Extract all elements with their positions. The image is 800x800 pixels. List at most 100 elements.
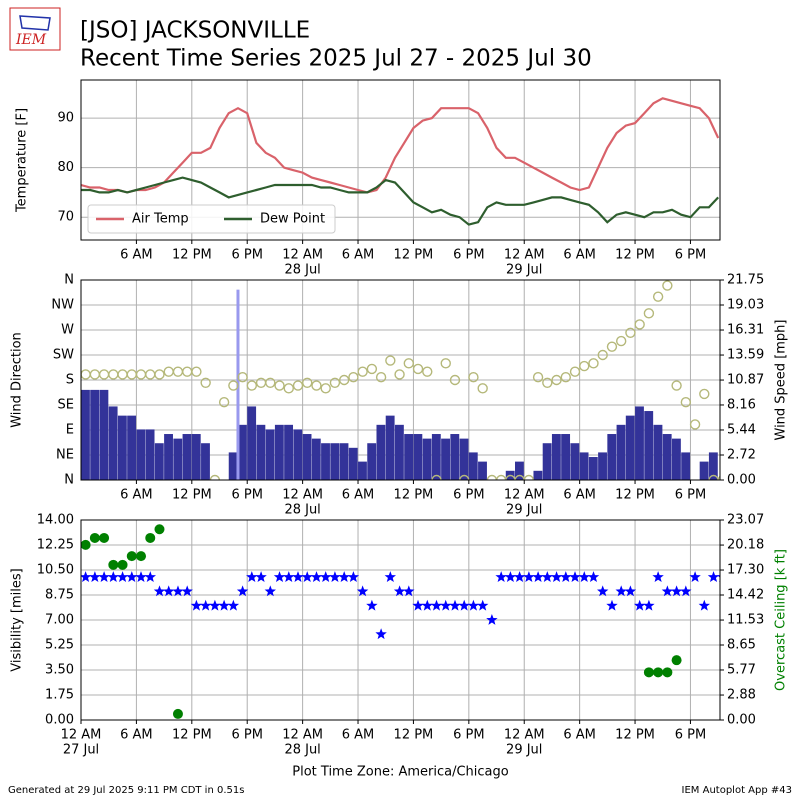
circle-marker	[81, 539, 91, 550]
circle-marker	[98, 369, 110, 380]
bar	[598, 452, 607, 480]
x-tick-label: 12 PM	[172, 728, 212, 743]
x-tick-label: 12 AM	[282, 728, 323, 743]
circle-marker	[145, 369, 156, 380]
bar	[367, 443, 377, 480]
circle-marker	[615, 335, 627, 347]
x-tick-label: 6 AM	[120, 248, 153, 263]
circle-marker	[486, 474, 498, 480]
star-marker	[412, 599, 424, 611]
x-tick-label: 6 AM	[120, 728, 153, 743]
bar	[191, 434, 201, 480]
y-tick-label: 70	[57, 210, 74, 225]
y-tick-label: 0.00	[45, 713, 74, 728]
circle-marker	[292, 380, 304, 391]
bar	[671, 438, 681, 480]
x-tick-label: 12 AM	[282, 488, 323, 503]
star-marker	[624, 585, 637, 597]
y2-tick-label: 17.30	[727, 563, 764, 578]
circle-marker	[597, 349, 608, 361]
bar	[533, 470, 543, 480]
star-marker	[587, 571, 600, 582]
circle-marker	[514, 474, 525, 480]
star-marker	[98, 571, 110, 582]
bar	[81, 389, 90, 480]
circle-marker	[357, 366, 368, 377]
bar	[321, 443, 330, 480]
circle-marker	[588, 358, 599, 369]
y-tick-label: 3.50	[45, 663, 74, 678]
star-marker	[430, 599, 443, 611]
bar	[311, 438, 321, 480]
circle-marker	[274, 380, 285, 391]
legend-box	[87, 204, 336, 234]
star-marker	[209, 599, 221, 611]
bar	[644, 411, 654, 480]
star-marker	[634, 599, 646, 611]
star-marker	[81, 571, 92, 582]
star-marker	[107, 571, 119, 582]
x-tick-label: 12 AM	[504, 728, 545, 743]
circle-marker	[145, 532, 156, 543]
circle-marker	[126, 369, 137, 380]
bar	[247, 406, 257, 480]
circle-marker	[172, 708, 183, 719]
circle-marker	[348, 372, 359, 383]
logo-map	[19, 15, 51, 31]
x-tick-label: 6 PM	[231, 248, 262, 263]
x-date-label: 29 Jul	[506, 743, 542, 758]
circle-marker	[689, 419, 701, 430]
circle-marker	[643, 667, 654, 678]
star-marker	[578, 571, 590, 582]
circle-marker	[569, 366, 581, 377]
circle-marker	[302, 377, 313, 388]
y2-tick-label: 19.03	[727, 298, 764, 313]
bar	[348, 447, 358, 480]
circle-marker	[662, 667, 673, 678]
star-marker	[523, 571, 535, 582]
circle-marker	[163, 366, 174, 377]
circle-marker	[542, 377, 553, 388]
x-date-label: 27 Jul	[63, 743, 99, 758]
x-tick-label: 12 PM	[394, 728, 434, 743]
star-marker	[458, 599, 470, 611]
y-tick-label: 5.25	[45, 638, 74, 653]
y-tick-label: 8.75	[45, 588, 74, 603]
circle-marker	[89, 532, 100, 543]
star-marker	[513, 571, 526, 582]
bar	[90, 389, 100, 480]
circle-marker	[108, 369, 119, 380]
bar	[127, 415, 137, 480]
circle-marker	[625, 327, 636, 338]
star-marker	[375, 628, 387, 640]
circle-marker	[523, 474, 535, 480]
circle-marker	[108, 559, 119, 570]
bar	[588, 457, 598, 480]
bar	[302, 434, 312, 480]
y-tick-label: 10.50	[37, 563, 74, 578]
bar	[145, 429, 155, 480]
bar	[459, 438, 469, 480]
circle-marker	[532, 372, 544, 383]
star-marker	[440, 599, 452, 611]
circle-marker	[311, 380, 322, 391]
bar	[265, 429, 275, 480]
bar	[284, 424, 294, 480]
circle-marker	[200, 377, 211, 388]
circle-marker	[495, 474, 507, 480]
star-marker	[347, 571, 360, 582]
x-tick-label: 6 PM	[453, 728, 484, 743]
circle-marker	[329, 377, 341, 388]
y-tick-label: 80	[57, 160, 74, 175]
circle-marker	[338, 374, 350, 386]
y-axis-label: Visibility [miles]	[10, 568, 25, 671]
star-marker	[467, 599, 480, 611]
y2-tick-label: 16.31	[727, 323, 764, 338]
bar	[164, 434, 173, 480]
bar	[708, 452, 718, 480]
plot-frame	[80, 519, 721, 721]
bar	[385, 415, 395, 480]
legend-label: Dew Point	[260, 212, 325, 227]
circle-marker	[708, 474, 719, 480]
circle-marker	[643, 308, 655, 319]
